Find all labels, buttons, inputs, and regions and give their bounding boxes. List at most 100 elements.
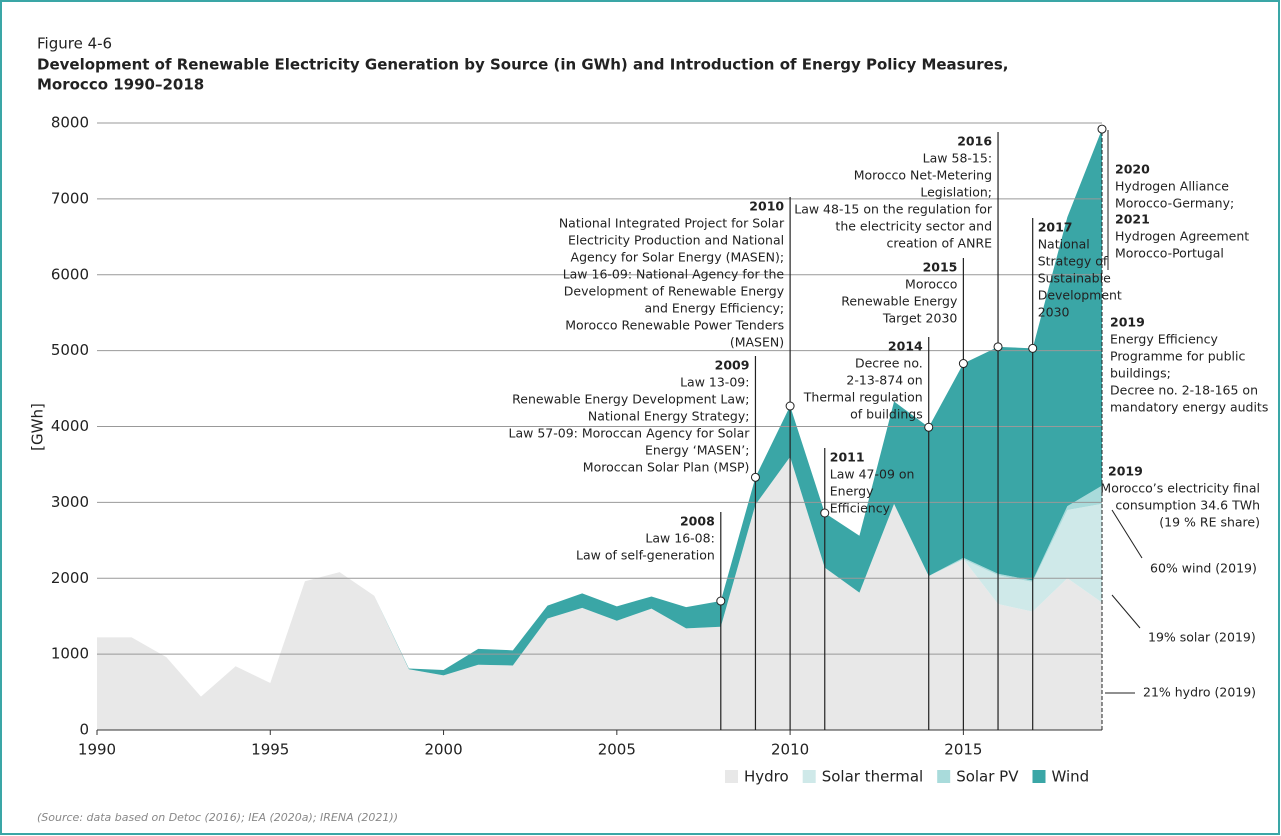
annotation-text: Morocco Renewable Power Tenders: [565, 318, 784, 333]
note-text: Programme for public: [1110, 349, 1245, 364]
legend-swatch: [937, 770, 951, 783]
annotation-text: (MASEN): [730, 335, 784, 350]
note-text: buildings;: [1110, 366, 1171, 381]
x-tick-label: 1990: [78, 741, 116, 759]
annotation-text: and Energy Efficiency;: [644, 301, 784, 316]
annotation-text: Morocco: [905, 277, 957, 292]
annotation-text: Development of Renewable Energy: [564, 284, 785, 299]
annotation-text: of buildings: [850, 407, 923, 422]
y-tick-label: 5000: [51, 341, 89, 359]
figure-label: Figure 4-6: [37, 35, 112, 53]
legend-swatch: [725, 770, 738, 783]
annotation-text: Decree no.: [855, 356, 923, 371]
share-label: 19% solar (2019): [1148, 630, 1256, 645]
y-tick-label: 6000: [51, 265, 89, 283]
annotation-text: Sustainable: [1038, 271, 1111, 286]
annotation-text: National Energy Strategy;: [588, 409, 750, 424]
annotation-text: Strategy of: [1038, 254, 1108, 269]
total-marker: [1097, 124, 1107, 134]
legend-label: Hydro: [744, 768, 789, 786]
annotation-year: 2009: [715, 358, 750, 373]
annotation-text: Law 58-15:: [923, 151, 992, 166]
legend-label: Solar thermal: [822, 768, 923, 786]
chart-title: Development of Renewable Electricity Gen…: [37, 56, 1008, 74]
annotation-year: 2011: [830, 450, 865, 465]
y-tick-label: 8000: [51, 114, 89, 132]
y-tick-label: 0: [79, 721, 89, 739]
total-marker: [958, 359, 968, 369]
legend-label: Wind: [1052, 768, 1090, 786]
y-tick-label: 1000: [51, 645, 89, 663]
note-year: 2019: [1108, 464, 1143, 479]
annotation-text: Thermal regulation: [803, 390, 923, 405]
x-tick-label: 2010: [771, 741, 809, 759]
total-marker: [785, 401, 795, 411]
legend-label: Solar PV: [956, 768, 1019, 786]
note-text: (19 % RE share): [1159, 515, 1260, 530]
annotation-text: Energy ‘MASEN’;: [645, 443, 749, 458]
y-tick-label: 4000: [51, 417, 89, 435]
annotation-text: Renewable Energy: [841, 294, 958, 309]
annotation-text: 2-13-874 on: [846, 373, 922, 388]
note-year: 2021: [1115, 212, 1150, 227]
note-text: Morocco-Portugal: [1115, 246, 1224, 261]
annotation-text: National: [1038, 237, 1090, 252]
annotation-year: 2016: [957, 134, 992, 149]
total-marker: [750, 472, 760, 482]
share-label: 21% hydro (2019): [1143, 685, 1256, 700]
annotation-text: Law 16-08:: [645, 531, 714, 546]
annotation-text: 2030: [1038, 305, 1070, 320]
annotation-text: Law 16-09: National Agency for the: [563, 267, 785, 282]
legend-swatch: [802, 770, 816, 783]
note-text: Hydrogen Agreement: [1115, 229, 1249, 244]
total-marker: [716, 596, 726, 606]
note-text: Decree no. 2-18-165 on: [1110, 383, 1258, 398]
legend-swatch: [1032, 770, 1046, 783]
annotation-text: Law 13-09:: [680, 375, 749, 390]
annotation-text: Law 57-09: Moroccan Agency for Solar: [509, 426, 751, 441]
chart-title: Morocco 1990–2018: [37, 76, 204, 94]
annotation-year: 2010: [749, 199, 784, 214]
total-marker: [993, 342, 1003, 352]
note-text: Energy Efficiency: [1110, 332, 1219, 347]
annotation-text: Morocco Net-Metering: [854, 168, 992, 183]
annotation-text: creation of ANRE: [887, 236, 993, 251]
note-text: mandatory energy audits: [1110, 400, 1268, 415]
annotation-text: Target 2030: [882, 311, 958, 326]
y-tick-label: 2000: [51, 569, 89, 587]
note-text: consumption 34.6 TWh: [1115, 498, 1260, 513]
total-marker: [924, 422, 934, 432]
annotation-text: Energy: [830, 484, 874, 499]
annotation-text: Legislation;: [920, 185, 992, 200]
annotation-year: 2008: [680, 514, 715, 529]
note-text: Morocco’s electricity final: [1100, 481, 1260, 496]
x-tick-label: 2015: [944, 741, 982, 759]
area: [97, 456, 1102, 730]
annotation-text: the electricity sector and: [835, 219, 992, 234]
annotation-text: Development: [1038, 288, 1122, 303]
annotation-text: Law 48-15 on the regulation for: [794, 202, 993, 217]
leader-line: [1111, 594, 1141, 629]
annotation-text: National Integrated Project for Solar: [559, 216, 785, 231]
total-marker: [820, 508, 830, 518]
y-tick-label: 7000: [51, 189, 89, 207]
x-tick-label: 2005: [598, 741, 636, 759]
annotation-text: Efficiency: [830, 501, 891, 516]
annotation-text: Agency for Solar Energy (MASEN);: [571, 250, 785, 265]
leader-line: [1111, 509, 1143, 559]
annotation-text: Moroccan Solar Plan (MSP): [583, 460, 750, 475]
note-year: 2019: [1110, 315, 1145, 330]
note-year: 2020: [1115, 162, 1150, 177]
annotation-text: Law 47-09 on: [830, 467, 915, 482]
note-text: Hydrogen Alliance: [1115, 179, 1229, 194]
share-label: 60% wind (2019): [1150, 561, 1257, 576]
total-marker: [1028, 343, 1038, 353]
y-axis-label: [GWh]: [29, 403, 47, 451]
note-text: Morocco-Germany;: [1115, 196, 1234, 211]
source: (Source: data based on Detoc (2016); IEA…: [37, 811, 398, 824]
x-tick-label: 1995: [251, 741, 289, 759]
annotation-year: 2015: [923, 260, 958, 275]
